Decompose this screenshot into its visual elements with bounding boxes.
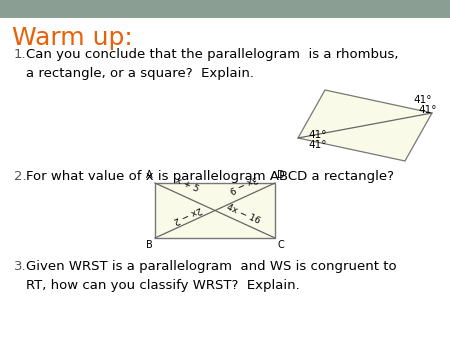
Text: 41°: 41° <box>418 105 436 115</box>
Text: 1.: 1. <box>14 48 27 61</box>
Text: 41°: 41° <box>308 140 327 150</box>
Text: 41°: 41° <box>308 130 327 140</box>
Text: 2x − 2: 2x − 2 <box>171 204 202 225</box>
Text: Given WRST is a parallelogram  and WS is congruent to
RT, how can you classify W: Given WRST is a parallelogram and WS is … <box>26 260 396 291</box>
Text: D: D <box>277 170 284 180</box>
Bar <box>0 0 450 18</box>
Text: A: A <box>146 170 153 180</box>
Polygon shape <box>298 90 432 161</box>
Text: 4x − 16: 4x − 16 <box>225 202 261 225</box>
Text: Can you conclude that the parallelogram  is a rhombus,
a rectangle, or a square?: Can you conclude that the parallelogram … <box>26 48 399 79</box>
Text: 3x − 9: 3x − 9 <box>227 173 259 194</box>
Text: x + 5: x + 5 <box>174 175 200 194</box>
Text: For what value of x is parallelogram ABCD a rectangle?: For what value of x is parallelogram ABC… <box>26 170 394 183</box>
Text: 2.: 2. <box>14 170 27 183</box>
Bar <box>155 183 275 238</box>
Text: B: B <box>146 240 153 250</box>
Text: Warm up:: Warm up: <box>12 26 133 50</box>
Text: 3.: 3. <box>14 260 27 273</box>
Text: C: C <box>277 240 284 250</box>
Text: 41°: 41° <box>413 95 432 105</box>
